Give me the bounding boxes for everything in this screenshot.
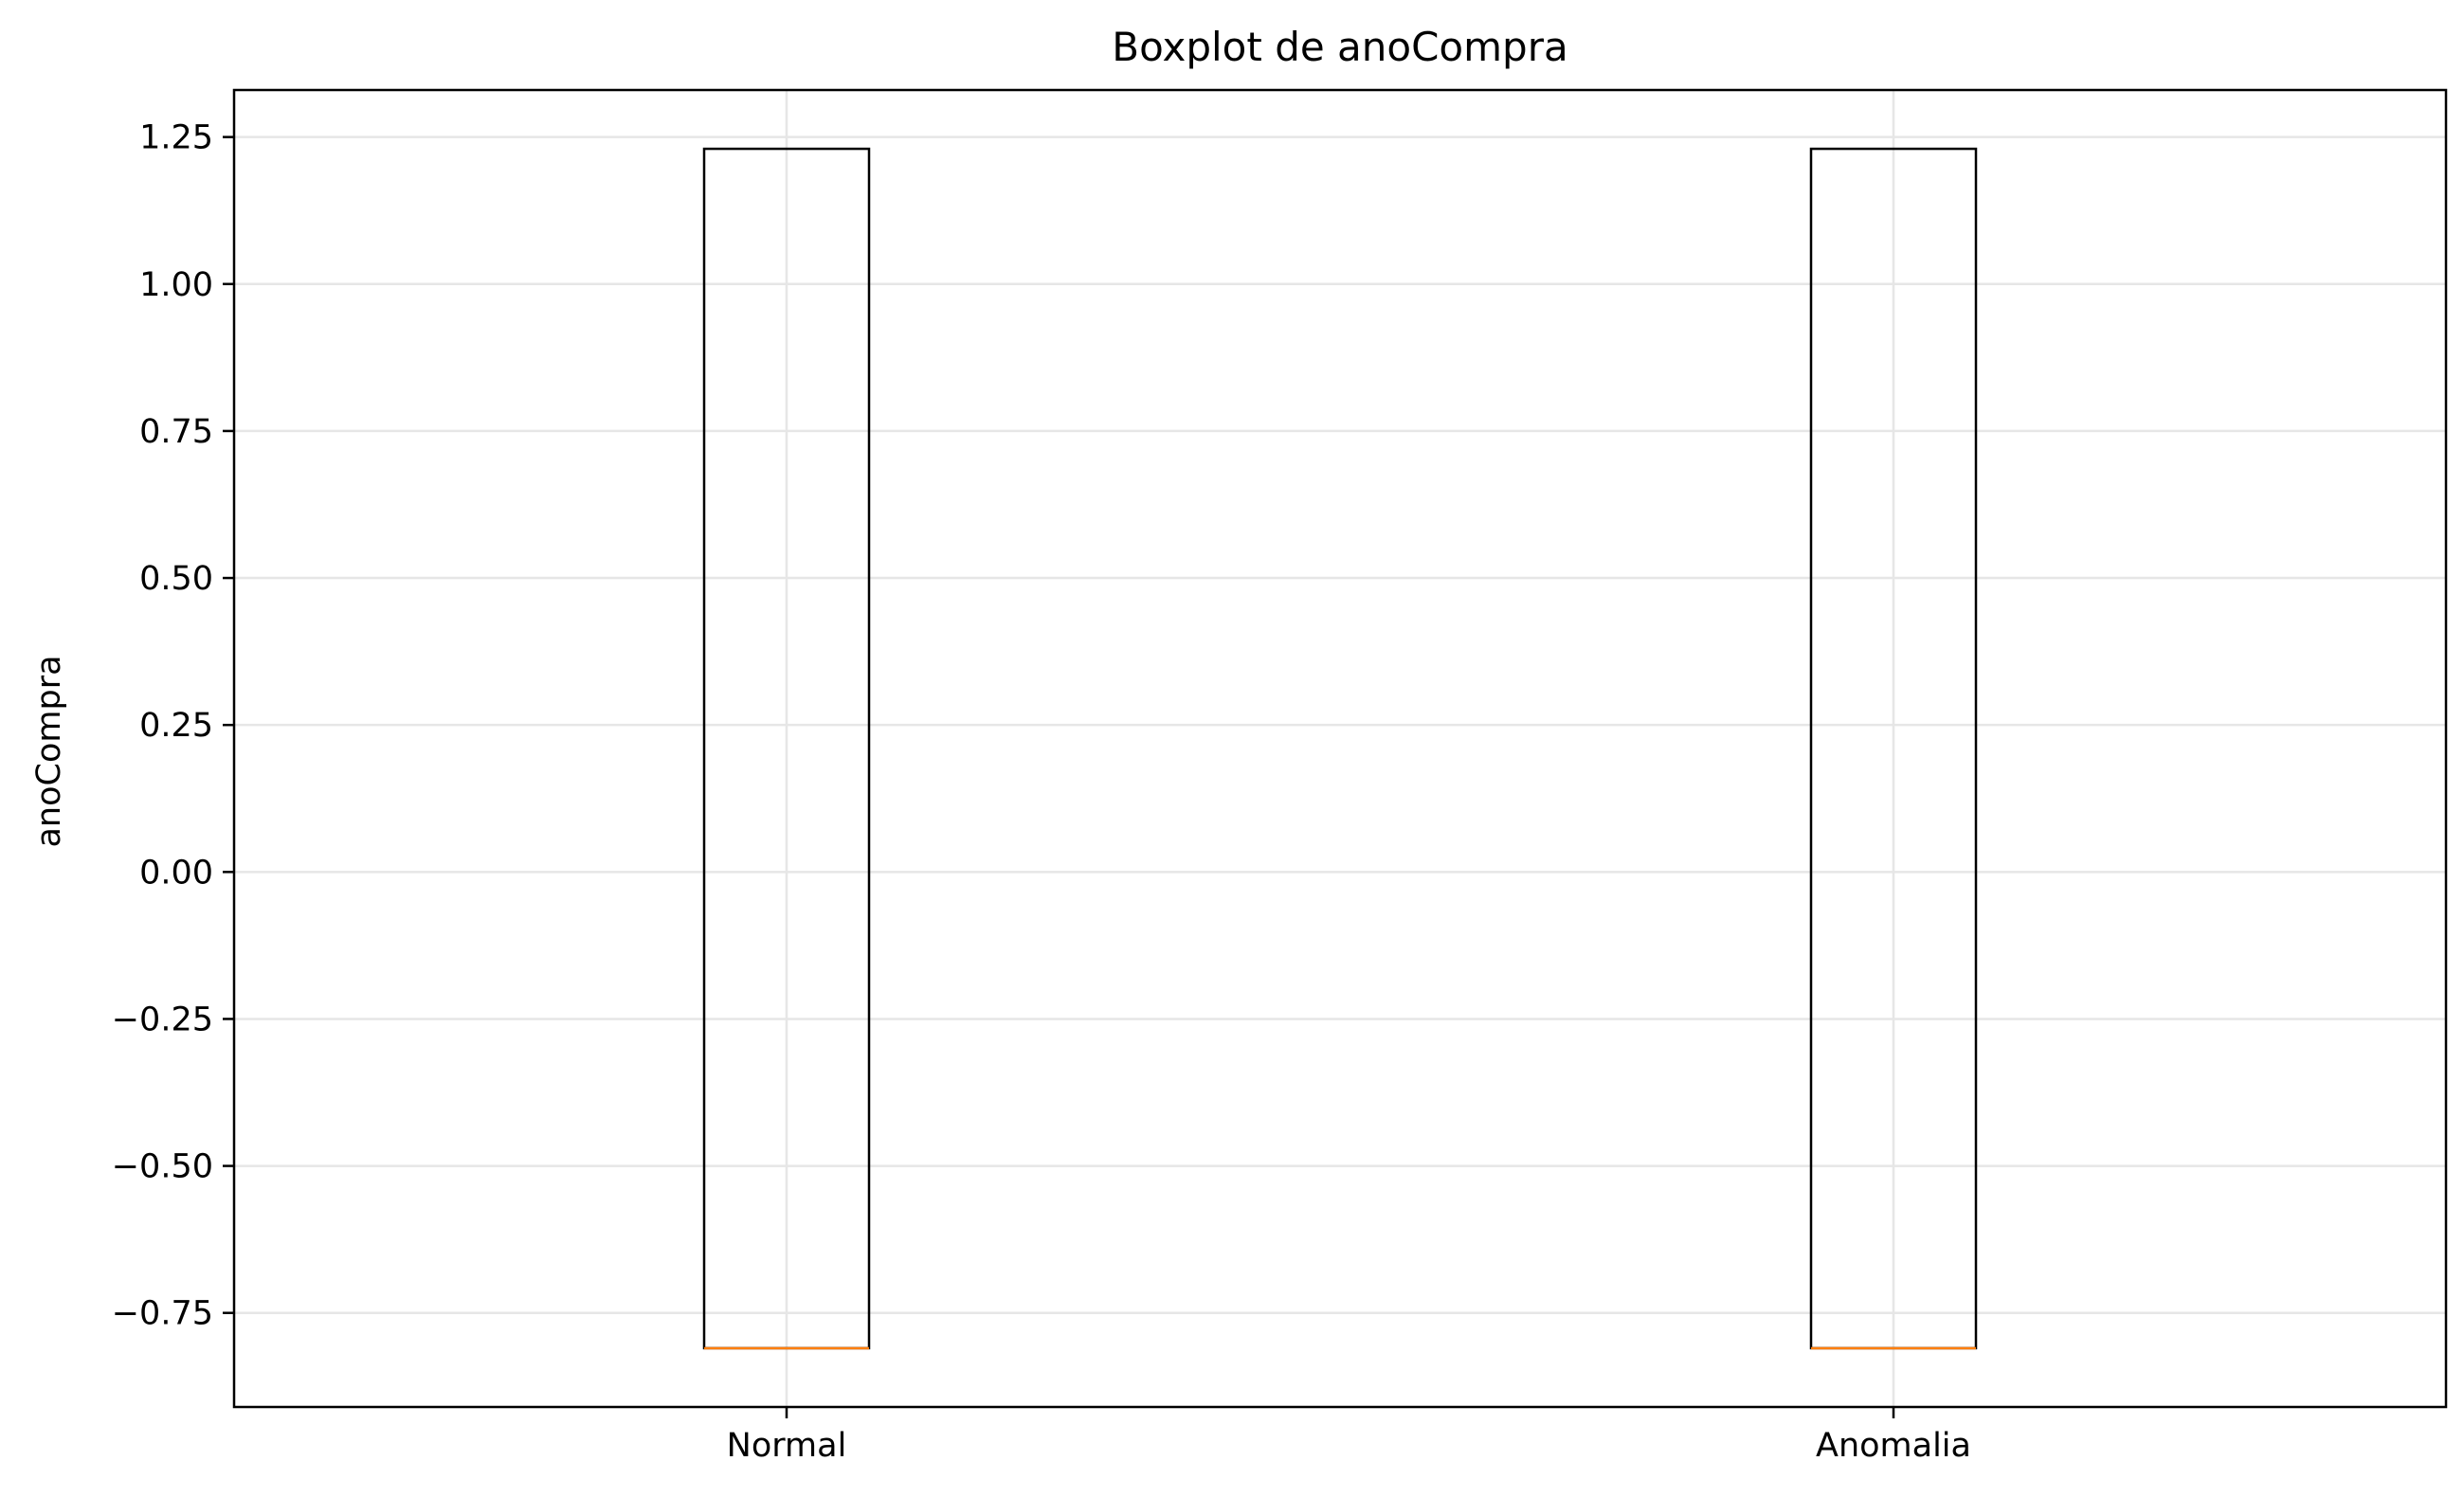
y-tick-label: 0.25 [139,707,213,745]
x-tick-label: Normal [727,1427,847,1465]
y-tick-label: −0.50 [112,1148,213,1186]
chart-title: Boxplot de anoCompra [1112,24,1567,70]
y-tick-label: 0.50 [139,560,213,598]
y-tick-label: −0.75 [112,1295,213,1333]
y-axis-ticks: −0.75 −0.50 −0.25 0.00 0.25 0.50 0.75 1.00 1.25 [112,119,234,1333]
x-tick-label: Anomalia [1816,1427,1971,1465]
box-normal [702,147,871,1350]
y-tick-label: 1.00 [139,266,213,304]
plot-area-frame [232,88,2448,1409]
y-axis-label: anoCompra [30,655,68,847]
boxes [702,147,1978,1350]
grid-lines [234,90,2446,1407]
x-axis-ticks: Normal Anomalia [727,1407,1971,1465]
y-tick-label: 0.75 [139,413,213,451]
y-tick-label: 0.00 [139,854,213,892]
y-tick-label: −0.25 [112,1001,213,1038]
y-tick-label: 1.25 [139,119,213,157]
box-anomalia [1809,147,1978,1350]
